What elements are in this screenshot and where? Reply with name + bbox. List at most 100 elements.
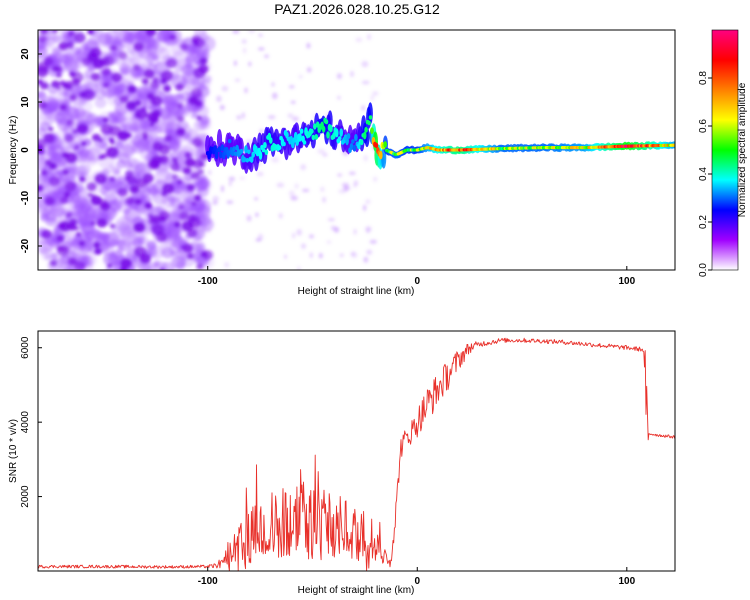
spectrogram-noise-blob	[141, 106, 147, 111]
spectrogram-noise-blob	[109, 223, 116, 229]
spectrogram-noise-blob	[288, 85, 295, 89]
spectrogram-noise-blob	[366, 249, 373, 255]
spectrogram-noise-blob	[142, 173, 154, 183]
spectrogram-noise-blob	[85, 204, 103, 220]
spectrogram-noise-blob	[73, 226, 80, 231]
spectrogram-signal-core	[368, 115, 373, 120]
spectrogram-noise-blob	[292, 232, 296, 239]
spectrogram-noise-blob	[294, 183, 299, 189]
spectrogram-noise-blob	[91, 194, 96, 199]
spectrogram-noise-blob	[96, 218, 108, 228]
spectrogram-noise-blob	[105, 89, 114, 98]
spectrogram-noise-blob	[297, 266, 301, 270]
spectrogram-noise-blob	[144, 182, 156, 193]
spectrogram-noise-blob	[144, 202, 153, 210]
spectrogram-noise-blob	[152, 141, 163, 151]
spectrogram-noise-blob	[123, 207, 131, 215]
spectrogram-signal-core	[247, 149, 251, 155]
spectrogram-signal-core	[324, 119, 329, 125]
spectrogram-noise-blob	[38, 100, 48, 109]
spectrogram-signal-layer	[205, 102, 675, 174]
spectrogram-noise-blob	[119, 63, 132, 75]
spectrogram-noise-blob	[98, 32, 113, 46]
spectrogram-noise-blob	[137, 92, 146, 100]
spectrogram-noise-blob	[86, 182, 97, 192]
spectrogram-noise-blob	[199, 57, 208, 65]
spectrogram-signal-core	[251, 151, 255, 158]
spectrogram-signal-core	[263, 142, 267, 149]
colorbar-frame	[711, 29, 739, 271]
spectrogram-noise-blob	[244, 87, 248, 94]
snr-axes: 2000 4000 6000 -100 0 100	[20, 336, 636, 587]
spectrogram-noise-blob	[74, 32, 86, 43]
spectrogram-noise-blob	[366, 33, 372, 41]
spectrogram-noise-blob	[152, 260, 161, 268]
spectrogram-signal-core	[226, 149, 231, 159]
spectrogram-y-tick-label: 0	[20, 147, 31, 153]
spectrogram-signal-core	[359, 139, 364, 146]
spectrogram-noise-blob	[52, 30, 58, 34]
spectrogram-noise-blob	[44, 196, 55, 206]
spectrogram-signal-core	[329, 124, 333, 133]
spectrogram-signal-core	[367, 120, 371, 126]
snr-y-tick-label: 2000	[20, 485, 31, 508]
spectrogram-signal-core	[352, 144, 357, 152]
spectrogram-noise-blob	[189, 197, 207, 213]
spectrogram-noise-blob	[159, 156, 166, 163]
spectrogram-signal-core	[220, 144, 225, 152]
spectrogram-noise-blob	[219, 104, 225, 111]
spectrogram-noise-blob	[58, 202, 72, 214]
spectrogram-noise-blob	[107, 263, 113, 268]
spectrogram-noise-blob	[155, 118, 173, 135]
spectrogram-noise-blob	[353, 183, 357, 188]
spectrogram-noise-blob	[287, 113, 294, 119]
spectrogram-noise-blob	[271, 92, 278, 100]
spectrogram-noise-blob	[339, 253, 344, 258]
spectrogram-noise-blob	[87, 30, 94, 35]
snr-y-label: SNR (10 * v/v)	[8, 419, 19, 483]
spectrogram-noise-blob	[152, 54, 160, 61]
spectrogram-noise-blob	[177, 179, 183, 185]
spectrogram-noise-blob	[161, 191, 167, 197]
spectrogram-noise-blob	[212, 200, 218, 206]
spectrogram-noise-blob	[100, 190, 108, 197]
spectrogram-noise-blob	[202, 250, 214, 260]
spectrogram-noise-blob	[174, 221, 181, 228]
spectrogram-noise-blob	[145, 30, 157, 37]
spectrogram-noise-blob	[68, 257, 77, 266]
spectrogram-noise-blob	[108, 199, 122, 212]
spectrogram-noise-blob	[66, 119, 75, 127]
spectrogram-noise-blob	[199, 162, 205, 167]
spectrogram-signal-core	[349, 143, 354, 150]
spectrogram-noise-blob	[196, 117, 212, 131]
spectrogram-signal-core	[357, 143, 361, 150]
spectrogram-noise-blob	[350, 70, 354, 78]
spectrogram-noise-blob	[130, 57, 140, 66]
colorbar-tick-label: 0.2	[698, 215, 709, 229]
spectrogram-noise-blob	[232, 30, 240, 34]
spectrogram-noise-blob	[87, 51, 97, 60]
spectrogram-noise-blob	[69, 94, 78, 101]
spectrogram-noise-blob	[206, 228, 212, 233]
spectrogram-signal-core	[214, 150, 219, 160]
spectrogram-y-tick-label: -20	[20, 238, 31, 253]
spectrogram-signal-core	[672, 143, 675, 147]
spectrogram-noise-blob	[65, 211, 73, 218]
spectrogram-noise-blob	[193, 37, 205, 48]
spectrogram-noise-blob	[74, 261, 86, 270]
spectrogram-noise-blob	[101, 168, 111, 176]
spectrogram-noise-blob	[298, 74, 303, 79]
spectrogram-noise-blob	[337, 173, 343, 177]
spectrogram-noise-blob	[224, 261, 230, 268]
spectrogram-noise-blob	[91, 133, 101, 142]
spectrogram-noise-blob	[92, 229, 103, 239]
spectrogram-y-tick-label: 10	[20, 96, 31, 108]
snr-x-tick-label: 0	[414, 576, 420, 587]
spectrogram-signal-core	[242, 156, 247, 163]
spectrogram-noise-blob	[169, 150, 181, 161]
spectrogram-noise-blob	[254, 197, 258, 201]
spectrogram-noise-blob	[194, 100, 203, 107]
spectrogram-noise-blob	[190, 238, 205, 252]
